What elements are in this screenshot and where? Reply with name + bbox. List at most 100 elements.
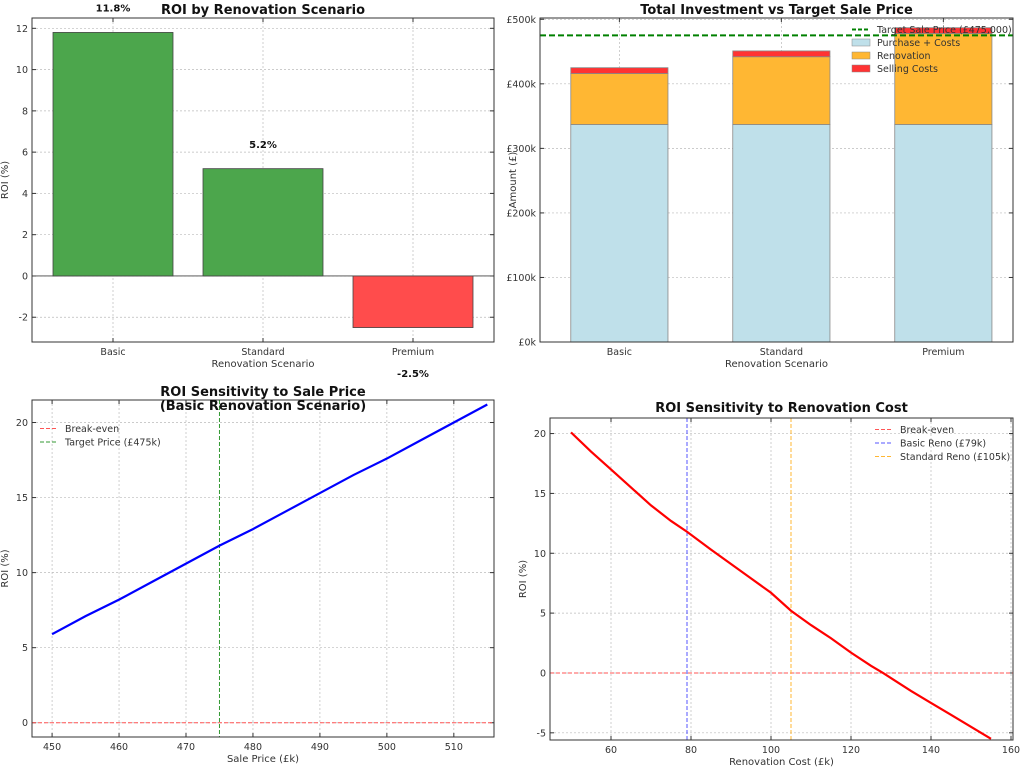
x-tick-label: 480: [244, 742, 262, 753]
legend-label: Break-even: [900, 425, 954, 436]
subplot-2: Basic Standard Premium £0k £100k £200k £300k £4…: [506, 3, 1014, 370]
x-axis-label: Renovation Scenario: [725, 359, 828, 370]
legend-entry: Target Sale Price (£475,000): [852, 25, 1012, 36]
axes-frame: [539, 17, 1014, 343]
tick-labels: Basic Standard Premium £0k £100k £200k £300k £4…: [506, 15, 964, 358]
x-tick-label: 450: [43, 742, 61, 753]
chart-title: Total Investment vs Target Sale Price: [640, 3, 913, 18]
y-tick-label: 5: [22, 643, 28, 654]
x-tick-label: Premium: [392, 347, 434, 358]
axes-frame: [31, 17, 495, 343]
bar-segment-premium-purchase-costs: [894, 124, 993, 343]
subplot-4: 60 80 100 120 140 160 -5 0 5 10 15 20 Break-even Basi…: [518, 401, 1020, 768]
x-tick-label: Basic: [100, 347, 125, 358]
chart-title: ROI Sensitivity to Sale Price: [160, 385, 366, 400]
y-axis-label: ROI (%): [518, 560, 529, 598]
legend-label: Purchase + Costs: [877, 38, 960, 49]
data-label: 11.8%: [96, 4, 131, 15]
legend: Target Sale Price (£475,000) Purchase + C…: [851, 25, 1012, 75]
y-tick-label: £400k: [506, 79, 536, 90]
chart-subtitle: (Basic Renovation Scenario): [160, 399, 366, 414]
legend-label: Selling Costs: [877, 64, 938, 75]
y-tick-label: £0k: [518, 338, 536, 349]
gridlines: [550, 418, 1013, 740]
x-tick-label: 120: [842, 745, 860, 756]
legend-entry: Standard Reno (£105k): [875, 452, 1010, 463]
legend-entry: Selling Costs: [851, 64, 938, 75]
legend-entry: Target Price (£475k): [40, 438, 161, 449]
tick-labels: Basic Standard Premium -2 0 2 4 6 8 10 12: [16, 24, 434, 358]
x-tick-label: 510: [445, 742, 463, 753]
legend-entry: Purchase + Costs: [851, 38, 960, 49]
legend-label: Basic Reno (£79k): [900, 439, 986, 450]
x-tick-label: 80: [685, 745, 697, 756]
y-tick-label: 20: [16, 418, 28, 429]
x-tick-label: 470: [177, 742, 195, 753]
x-axis-label: Renovation Scenario: [212, 359, 315, 370]
legend-entry: Renovation: [851, 51, 931, 62]
x-tick-label: 60: [605, 745, 617, 756]
legend: Break-even Target Price (£475k): [40, 424, 161, 449]
bar-segment-basic-renovation: [570, 73, 669, 125]
gridlines: [32, 400, 494, 737]
subplot-3: 450 460 470 480 490 500 51005101520Break-evenT…: [0, 385, 495, 765]
legend-label: Target Price (£475k): [64, 438, 161, 449]
subplot-1: Basic Standard Premium -2 0 2 4 6 8 10 12 11.8% 5.2%…: [0, 3, 495, 380]
y-tick-label: 20: [534, 429, 546, 440]
y-tick-label: 6: [22, 148, 28, 159]
y-axis-label: ROI (%): [0, 549, 11, 587]
legend-label: Standard Reno (£105k): [900, 452, 1010, 463]
chart-title: ROI Sensitivity to Renovation Cost: [655, 401, 908, 416]
x-tick-label: 140: [922, 745, 940, 756]
y-tick-label: 4: [22, 189, 28, 200]
legend-label: Break-even: [65, 424, 119, 435]
bar-premium: [352, 275, 474, 328]
legend-swatch: [851, 51, 871, 60]
axes-frame: [549, 417, 1014, 741]
y-tick-label: -2: [19, 313, 28, 324]
legend-swatch: [851, 64, 871, 73]
y-axis-label: Amount (£): [508, 152, 519, 209]
bar-segment-basic-purchase-costs: [570, 124, 669, 343]
x-tick-label: Standard: [760, 347, 803, 358]
legend-entry: Break-even: [40, 424, 119, 435]
y-axis-label: ROI (%): [0, 161, 11, 199]
y-tick-label: £100k: [506, 273, 536, 284]
y-tick-label: £500k: [506, 15, 536, 26]
y-tick-label: -5: [537, 728, 546, 739]
y-tick-label: 10: [16, 65, 28, 76]
bar-standard: [202, 168, 324, 277]
bar-segment-standard-renovation: [732, 56, 831, 125]
roi-line: [570, 431, 992, 740]
bar-basic: [52, 32, 174, 277]
roi-line: [51, 403, 488, 636]
x-tick-label: Premium: [922, 347, 964, 358]
x-tick-label: Basic: [607, 347, 632, 358]
legend-label: Renovation: [877, 51, 931, 62]
y-tick-label: 15: [534, 489, 546, 500]
legend-label: Target Sale Price (£475,000): [876, 25, 1012, 36]
x-tick-label: 460: [110, 742, 128, 753]
legend-entry: Break-even: [875, 425, 954, 436]
bar-segment-standard-selling-costs: [732, 50, 831, 58]
y-tick-label: 8: [22, 106, 28, 117]
chart-title: ROI by Renovation Scenario: [161, 3, 365, 18]
bar-segment-premium-renovation: [894, 33, 993, 125]
x-axis-label: Sale Price (£k): [227, 754, 299, 765]
y-tick-label: 10: [16, 568, 28, 579]
y-tick-label: 10: [534, 549, 546, 560]
legend: Break-even Basic Reno (£79k) Standard Reno…: [875, 425, 1010, 463]
y-tick-label: 0: [540, 668, 546, 679]
x-tick-label: 160: [1002, 745, 1020, 756]
x-tick-label: 100: [762, 745, 780, 756]
y-tick-label: 5: [540, 609, 546, 620]
axes-frame: [31, 399, 495, 738]
bar-segment-standard-purchase-costs: [732, 124, 831, 343]
x-axis-label: Renovation Cost (£k): [729, 757, 834, 768]
y-tick-label: 12: [16, 24, 28, 35]
x-tick-label: Standard: [241, 347, 284, 358]
data-label: -2.5%: [397, 369, 429, 380]
y-tick-label: 15: [16, 493, 28, 504]
